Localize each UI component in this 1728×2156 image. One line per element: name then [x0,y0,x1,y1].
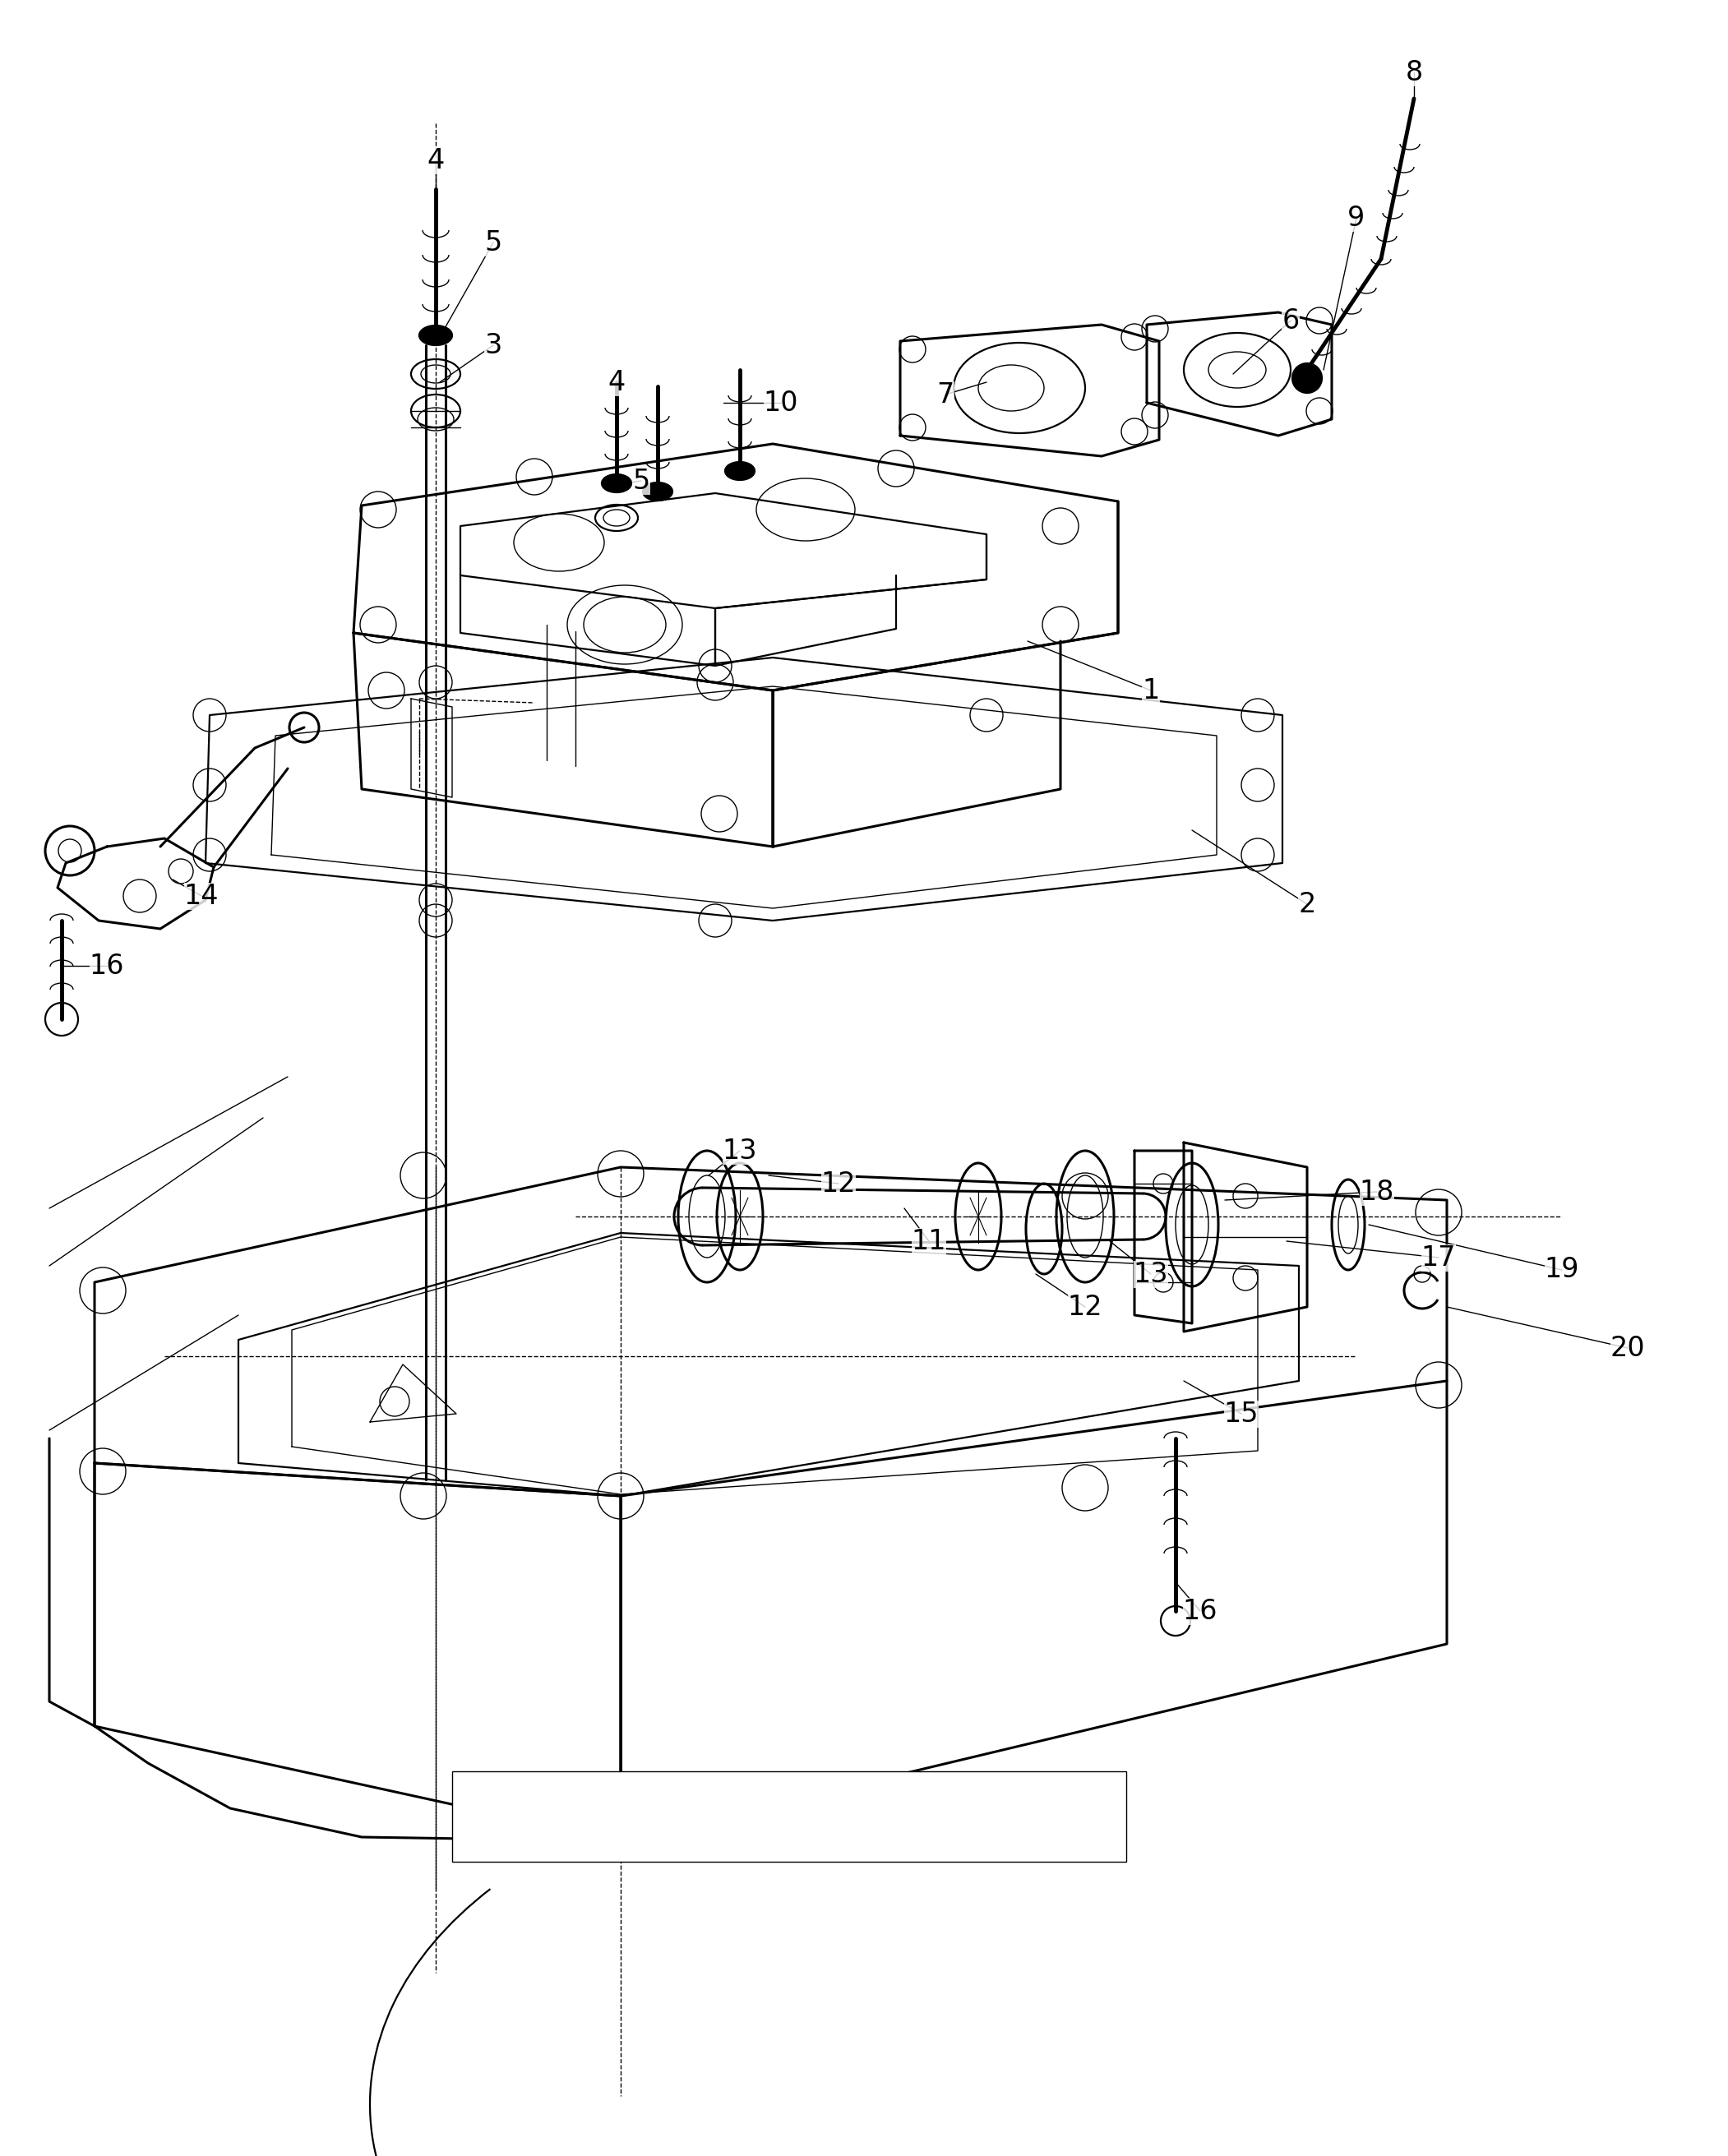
Text: 15: 15 [1223,1399,1258,1427]
Text: 1: 1 [1142,677,1159,705]
Ellipse shape [601,474,631,492]
Text: 19: 19 [1545,1257,1579,1283]
Text: 9: 9 [1348,205,1365,231]
Text: 8: 8 [1405,58,1422,86]
Text: 5: 5 [484,229,501,257]
Text: 13: 13 [722,1136,757,1164]
Text: 16: 16 [90,953,124,979]
Text: 14: 14 [183,882,219,910]
Text: 18: 18 [1360,1179,1394,1205]
Text: 3: 3 [484,332,501,358]
Text: 2: 2 [1298,890,1317,918]
Text: ステアリングケース: ステアリングケース [727,1794,850,1818]
Text: 12: 12 [821,1171,855,1197]
Bar [453,1772,1127,1863]
Text: 16: 16 [1182,1598,1218,1626]
Text: 11: 11 [911,1227,947,1255]
Text: 4: 4 [608,369,626,397]
Text: Steering  Case: Steering Case [703,1828,876,1848]
Text: 13: 13 [1134,1261,1168,1287]
Text: 6: 6 [1282,306,1299,334]
Ellipse shape [726,461,755,481]
Text: 4: 4 [427,147,444,175]
Ellipse shape [420,326,453,345]
Circle shape [1293,364,1322,392]
Text: 20: 20 [1610,1335,1645,1363]
Text: 12: 12 [1068,1294,1102,1319]
Text: 7: 7 [937,382,954,407]
Text: 10: 10 [764,390,798,416]
Ellipse shape [643,483,672,500]
Text: 17: 17 [1420,1244,1457,1272]
Text: 5: 5 [632,468,650,494]
